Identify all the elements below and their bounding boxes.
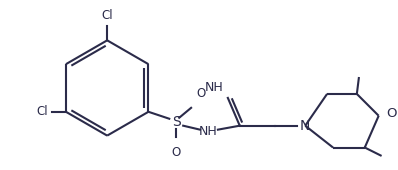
Text: O: O xyxy=(172,146,181,159)
Text: O: O xyxy=(196,87,205,100)
Text: N: N xyxy=(300,119,310,133)
Text: S: S xyxy=(172,115,181,129)
Text: O: O xyxy=(386,107,397,120)
Text: NH: NH xyxy=(199,125,217,138)
Text: Cl: Cl xyxy=(37,105,48,118)
Text: NH: NH xyxy=(205,81,224,94)
Text: Cl: Cl xyxy=(101,10,113,22)
